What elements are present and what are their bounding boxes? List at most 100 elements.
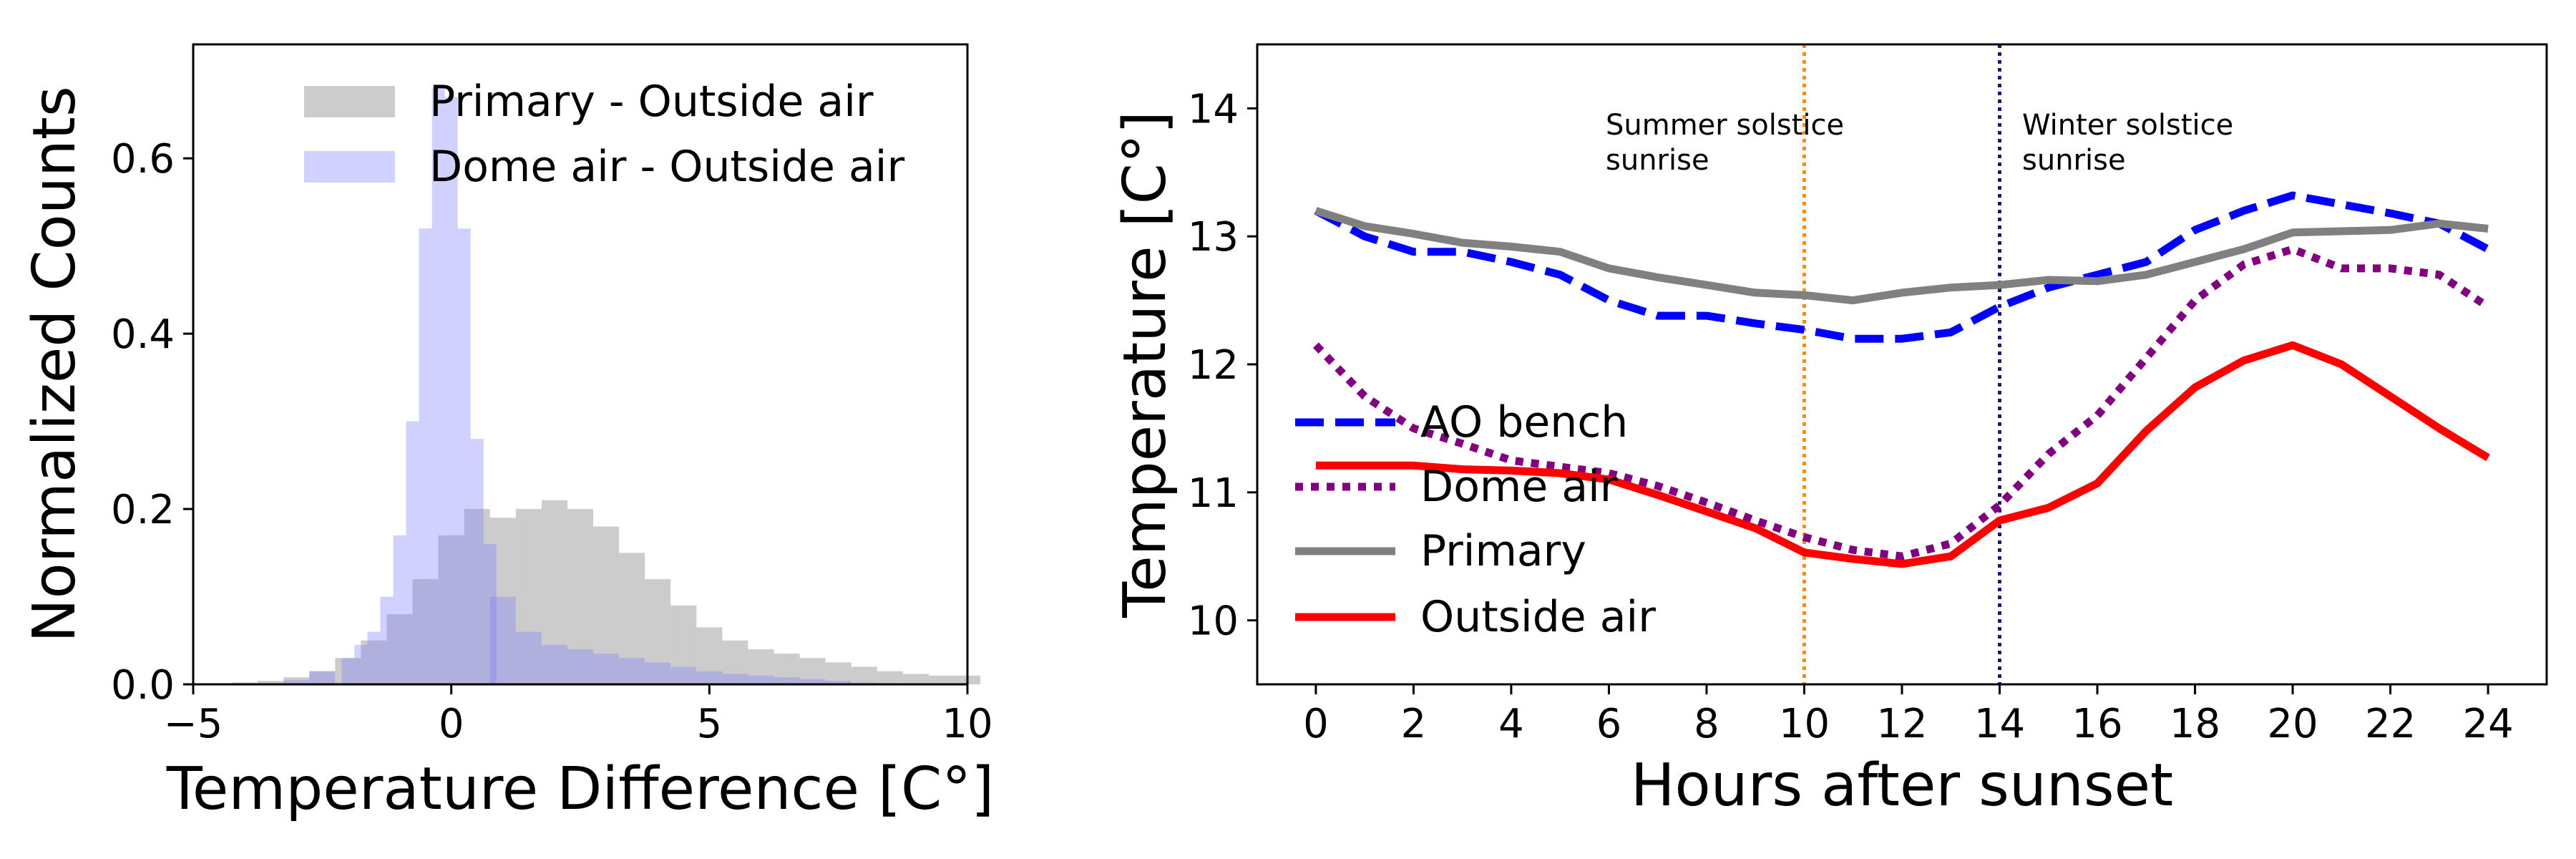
line-x-tick-label: 10 (1779, 701, 1830, 747)
hist-x-tick-label: −5 (164, 701, 223, 747)
hist-bar (748, 649, 774, 684)
summer-annotation-line1: Summer solstice (1606, 109, 1844, 142)
hist-x-tick-label: 5 (697, 701, 723, 747)
line-y-tick-label: 11 (1188, 470, 1239, 517)
hist-bar (393, 535, 406, 684)
hist-bar (380, 596, 394, 684)
hist-bar (489, 518, 516, 684)
hist-bar (464, 509, 490, 684)
hist-bar (825, 681, 852, 684)
legend-label-primary-outside: Primary - Outside air (429, 77, 874, 127)
legend-label-dome-air: Dome air (1420, 462, 1618, 512)
hist-bar (367, 631, 381, 684)
line-y-tick-label: 14 (1188, 86, 1239, 132)
hist-bar (593, 654, 620, 684)
hist-bar (799, 679, 826, 684)
line-y-tick-label: 10 (1188, 598, 1239, 645)
hist-bar (258, 681, 284, 684)
hist-bar (696, 671, 723, 684)
legend-label-ao-bench: AO bench (1420, 397, 1628, 447)
histogram-legend: Primary - Outside air Dome air - Outside… (304, 77, 904, 192)
line-x-tick-label: 14 (1974, 701, 2025, 747)
hist-y-tick-label: 0.0 (111, 662, 175, 709)
hist-bar (645, 579, 671, 684)
hist-bar (406, 421, 419, 684)
legend-label-primary: Primary (1420, 526, 1586, 576)
hist-bar (283, 679, 310, 684)
hist-bar (645, 662, 671, 684)
hist-bar (361, 640, 387, 684)
line-series-group (1312, 191, 2491, 568)
hist-bar (902, 674, 929, 684)
line-x-ticks: 0 2 4 6 8 10 12 14 16 18 20 22 24 (1303, 684, 2514, 747)
hist-y-tick-label: 0.6 (111, 136, 175, 183)
legend-swatch-dome-outside (304, 151, 395, 183)
hist-bar (567, 649, 594, 684)
hist-bar (483, 544, 497, 684)
line-x-tick-label: 0 (1303, 701, 1329, 747)
histogram-axes-frame (192, 43, 969, 686)
hist-bar (670, 605, 697, 684)
line-x-tick-label: 12 (1876, 701, 1927, 747)
hist-bar (696, 627, 723, 684)
line-x-axis-label: Hours after sunset (1631, 752, 2173, 820)
hist-y-tick-label: 0.4 (111, 311, 175, 358)
hist-bar (412, 579, 439, 684)
line-x-tick-label: 4 (1498, 701, 1524, 747)
histogram-bars (232, 88, 981, 685)
series-line-dome-air (1312, 245, 2491, 560)
hist-x-tick-label: 0 (439, 701, 464, 747)
hist-bar (799, 658, 826, 684)
hist-bar (438, 535, 464, 684)
hist-bar (470, 439, 484, 684)
hist-bar (541, 500, 567, 684)
series-line-outside-air (1315, 341, 2490, 568)
hist-bar (457, 228, 471, 684)
legend-label-outside-air: Outside air (1420, 592, 1656, 642)
line-x-tick-label: 22 (2365, 701, 2416, 747)
line-legend: AO bench Dome air Primary Outside air (1295, 397, 1656, 642)
hist-bar (515, 631, 542, 684)
winter-annotation-line1: Winter solstice (2022, 109, 2233, 142)
hist-bar (748, 675, 774, 684)
hist-bar (928, 675, 955, 684)
series-line-primary (1314, 207, 2489, 305)
winter-annotation-line2: sunrise (2022, 144, 2126, 177)
hist-x-tick-label: 10 (942, 701, 992, 747)
line-x-tick-label: 6 (1596, 701, 1622, 747)
line-x-tick-label: 8 (1694, 701, 1719, 747)
line-x-tick-label: 16 (2072, 701, 2122, 747)
line-x-tick-label: 2 (1401, 701, 1427, 747)
hist-bar (431, 88, 445, 684)
line-x-tick-label: 20 (2267, 701, 2318, 747)
line-axes-frame (1256, 43, 2548, 686)
line-x-tick-label: 24 (2462, 701, 2513, 747)
summer-annotation-line2: sunrise (1606, 144, 1709, 177)
hist-bar (722, 674, 748, 684)
series-line-ao-bench (1314, 191, 2490, 343)
line-y-tick-label: 13 (1188, 214, 1239, 261)
line-x-tick-label: 18 (2170, 701, 2220, 747)
hist-bar (419, 228, 432, 684)
hist-bar (541, 644, 567, 684)
histogram-x-axis-label: Temperature Difference [C°] (166, 755, 995, 823)
hist-bar (619, 658, 645, 684)
hist-bar (567, 509, 594, 684)
hist-y-tick-label: 0.2 (111, 487, 175, 533)
hist-bar (309, 671, 336, 684)
hist-bar (670, 666, 697, 684)
hist-bar (444, 97, 458, 685)
hist-bar (283, 677, 310, 684)
hist-bar (774, 654, 800, 684)
hist-bar (593, 526, 620, 684)
hist-bar (774, 677, 800, 684)
hist-bar (825, 662, 852, 684)
hist-bar (341, 658, 355, 684)
legend-swatch-primary-outside (304, 86, 395, 117)
line-y-tick-label: 12 (1188, 342, 1239, 389)
hist-bar (335, 658, 361, 684)
hist-bar (309, 671, 336, 684)
histogram-panel: −5 0 5 10 0.0 0.2 0.4 0.6 Temperature Differen… (21, 43, 995, 823)
